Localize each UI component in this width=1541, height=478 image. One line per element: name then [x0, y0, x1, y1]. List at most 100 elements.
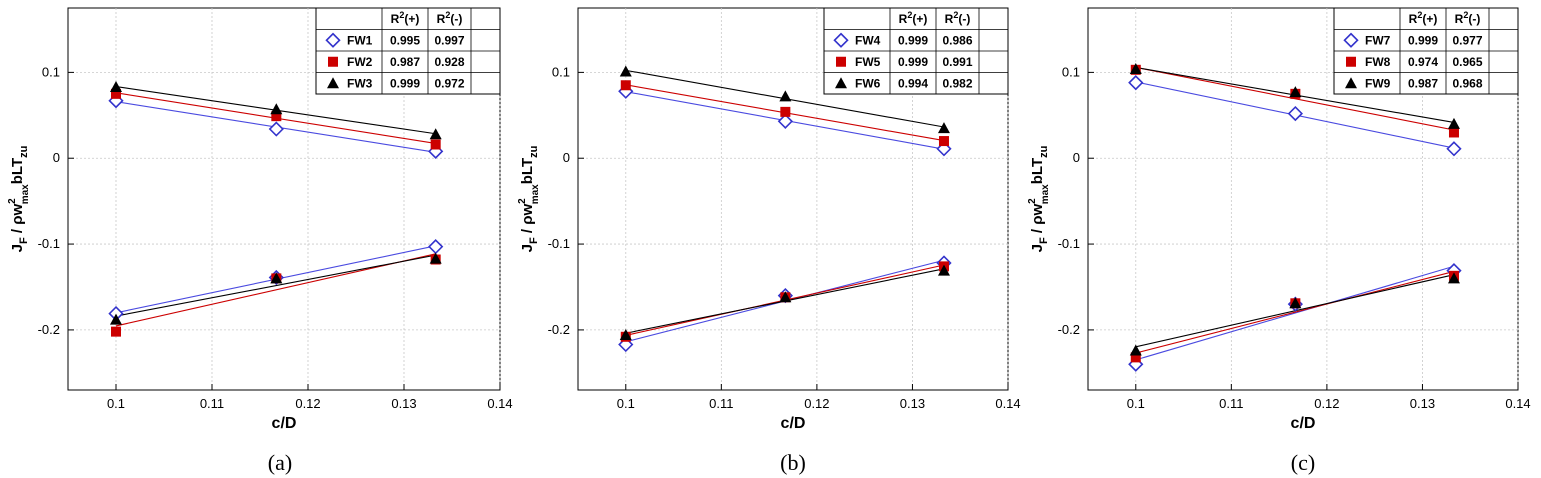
y-tick-label: 0.1: [42, 64, 60, 79]
y-tick-label: 0: [53, 150, 60, 165]
plot-frame: [67, 7, 501, 391]
x-tick-label: 0.13: [1410, 396, 1435, 411]
legend-r2-pos: 0.994: [898, 77, 928, 91]
legend-label-fw8: FW8: [1365, 55, 1391, 69]
data-point-fw6-pos: [779, 90, 792, 102]
data-point-fw2-pos: [111, 88, 121, 99]
legend-label-fw5: FW5: [855, 55, 881, 69]
legend-marker-fw3: [327, 77, 339, 89]
data-point-fw1-pos: [268, 121, 284, 137]
x-tick-label: 0.1: [617, 396, 635, 411]
fit-line-fw3-neg: [115, 254, 436, 317]
legend-marker-fw8: [1346, 56, 1356, 67]
data-point-fw5-pos: [938, 136, 949, 147]
plot-frame: [577, 7, 1009, 391]
chart-panel-3: 0.1 0.11 0.12 0.13 0.14 0.1 0 -0.1 -0.2 c/D JF / ρ…: [1027, 7, 1531, 475]
legend-label-fw6: FW6: [855, 77, 881, 91]
legend: R2(+) R2(-) FW4 0.999 0.986 FW5 0.999 0.991 FW6 0…: [823, 7, 1009, 95]
data-point-fw9-pos: [1289, 86, 1302, 98]
legend-header: R2(-): [437, 10, 463, 26]
legend-header: R2(+): [391, 10, 420, 26]
legend-r2-pos: 0.999: [390, 77, 420, 91]
legend-r2-pos: 0.999: [898, 34, 928, 48]
x-axis-label: c/D: [272, 415, 297, 432]
legend-r2-neg: 0.986: [942, 34, 972, 48]
legend-label-fw7: FW7: [1365, 34, 1391, 48]
legend-r2-pos: 0.987: [1408, 77, 1438, 91]
legend-r2-pos: 0.995: [390, 34, 420, 48]
legend-marker-fw7: [1343, 32, 1359, 48]
data-point-fw4-pos: [777, 113, 793, 129]
x-axis-label: c/D: [1291, 415, 1316, 432]
legend-r2-neg: 0.991: [942, 55, 972, 69]
data-point-fw8-pos: [1448, 127, 1459, 138]
data-point-fw7-pos: [1287, 105, 1303, 122]
data-point-fw7-pos: [1446, 141, 1462, 157]
data-point-fw2-pos: [430, 139, 441, 150]
legend: R2(+) R2(-) FW7 0.999 0.977 FW8 0.974 0.965 FW9 0…: [1333, 7, 1519, 95]
y-tick-label: -0.2: [1058, 322, 1080, 337]
data-point-fw9-pos: [1129, 62, 1142, 74]
legend-r2-pos: 0.974: [1408, 55, 1438, 69]
y-tick-label: 0: [563, 150, 570, 165]
legend-r2-neg: 0.977: [1452, 34, 1482, 48]
x-axis-label: c/D: [781, 415, 806, 432]
legend-r2-neg: 0.997: [434, 34, 464, 48]
data-point-fw3-neg: [429, 252, 442, 264]
y-tick-label: 0: [1073, 150, 1080, 165]
legend-label-fw9: FW9: [1365, 77, 1391, 91]
data-point-fw3-pos: [429, 128, 442, 140]
legend-label-fw1: FW1: [347, 34, 373, 48]
legend-r2-neg: 0.982: [942, 77, 972, 91]
legend-r2-pos: 0.999: [1408, 34, 1438, 48]
legend-marker-fw5: [836, 56, 846, 67]
fit-line-fw8-neg: [1135, 270, 1455, 354]
x-tick-label: 0.13: [391, 396, 416, 411]
chart-panel-2: 0.1 0.11 0.12 0.13 0.14 0.1 0 -0.1 -0.2 c/D JF / ρ…: [517, 7, 1021, 475]
data-point-fw7-pos: [1128, 75, 1144, 91]
data-point-fw2-neg: [111, 326, 121, 337]
legend-marker-fw9: [1345, 77, 1357, 89]
data-point-fw6-pos: [619, 65, 632, 77]
legend-label-fw2: FW2: [347, 55, 373, 69]
y-tick-label: -0.1: [1058, 236, 1080, 251]
x-tick-label: 0.14: [487, 396, 512, 411]
legend-header: R2(-): [945, 10, 971, 26]
legend-r2-pos: 0.987: [390, 55, 420, 69]
x-tick-label: 0.14: [1505, 396, 1530, 411]
data-point-fw6-neg: [937, 264, 950, 276]
legend-header: R2(+): [899, 10, 928, 26]
y-tick-label: 0.1: [1062, 64, 1080, 79]
x-tick-label: 0.12: [295, 396, 320, 411]
legend-label-fw4: FW4: [855, 34, 881, 48]
panel-caption: (a): [268, 450, 292, 475]
data-point-fw9-neg: [1129, 344, 1142, 356]
data-point-fw9-neg: [1447, 272, 1460, 284]
legend-r2-neg: 0.965: [1452, 55, 1482, 69]
data-point-fw8-neg: [1130, 352, 1141, 363]
data-point-fw6-pos: [937, 122, 950, 134]
data-point-fw2-pos: [271, 111, 282, 122]
plot-frame: [1087, 7, 1519, 391]
y-tick-label: 0.1: [552, 64, 570, 79]
x-tick-label: 0.12: [1314, 396, 1339, 411]
data-point-fw6-neg: [619, 329, 632, 341]
y-axis-label: JF / ρw2 maxbLTzu: [517, 146, 541, 253]
data-point-fw3-neg: [270, 272, 283, 284]
data-point-fw3-pos: [270, 103, 283, 115]
y-tick-label: -0.1: [548, 236, 570, 251]
x-tick-label: 0.14: [995, 396, 1020, 411]
legend-marker-fw4: [833, 32, 849, 48]
y-tick-label: -0.2: [548, 322, 570, 337]
y-axis-label: JF / ρw2 maxbLTzu: [7, 146, 31, 253]
legend-r2-neg: 0.972: [434, 77, 464, 91]
legend-r2-pos: 0.999: [898, 55, 928, 69]
x-tick-label: 0.12: [804, 396, 829, 411]
data-point-fw3-pos: [110, 80, 122, 92]
x-tick-label: 0.1: [1127, 396, 1145, 411]
fit-line-fw7-neg: [1135, 265, 1455, 361]
legend-r2-neg: 0.928: [434, 55, 464, 69]
data-point-fw9-neg: [1289, 297, 1302, 309]
x-tick-label: 0.1: [107, 396, 125, 411]
